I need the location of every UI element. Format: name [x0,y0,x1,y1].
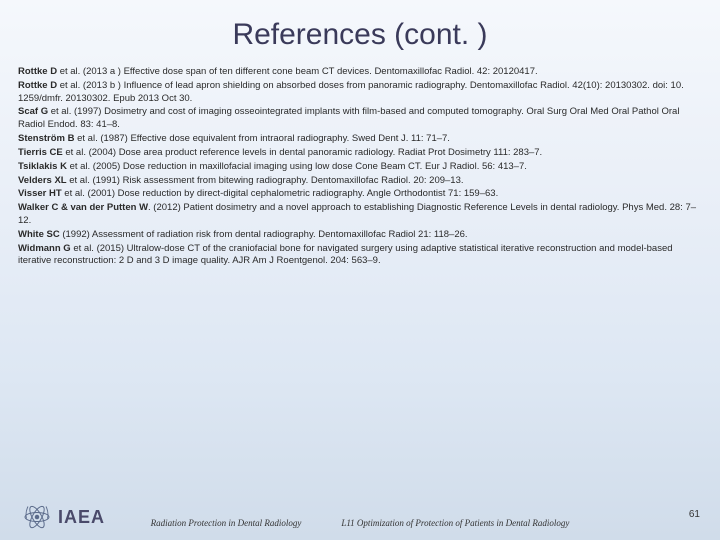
reference-text: (1992) Assessment of radiation risk from… [60,229,468,240]
reference-text: et al. (2015) Ultralow-dose CT of the cr… [18,243,673,267]
reference-text: et al. (2013 a ) Effective dose span of … [57,66,538,77]
reference-text: et al. (2005) Dose reduction in maxillof… [67,161,527,172]
references-block: Rottke D et al. (2013 a ) Effective dose… [0,66,720,268]
reference-author: Velders XL [18,175,67,186]
reference-author: Visser HT [18,188,62,199]
page-number: 61 [689,509,700,520]
reference-text: et al. (2013 b ) Influence of lead apron… [18,80,684,104]
reference-text: et al. (1991) Risk assessment from bitew… [67,175,464,186]
footer-left-text: Radiation Protection in Dental Radiology [151,518,302,528]
reference-entry: Tierris CE et al. (2004) Dose area produ… [18,147,702,160]
footer: IAEA Radiation Protection in Dental Radi… [0,492,720,540]
reference-author: Walker C & van der Putten W [18,202,148,213]
reference-entry: Velders XL et al. (1991) Risk assessment… [18,175,702,188]
reference-entry: White SC (1992) Assessment of radiation … [18,229,702,242]
footer-captions: Radiation Protection in Dental Radiology… [0,518,720,528]
reference-author: Stenström B [18,133,74,144]
reference-text: et al. (1997) Dosimetry and cost of imag… [18,106,679,130]
reference-entry: Scaf G et al. (1997) Dosimetry and cost … [18,106,702,132]
reference-text: et al. (1987) Effective dose equivalent … [74,133,449,144]
slide-title: References (cont. ) [0,0,720,66]
reference-author: Widmann G [18,243,71,254]
reference-author: White SC [18,229,60,240]
reference-author: Tsiklakis K [18,161,67,172]
reference-entry: Rottke D et al. (2013 a ) Effective dose… [18,66,702,79]
reference-author: Rottke D [18,66,57,77]
reference-author: Tierris CE [18,147,63,158]
reference-text: et al. (2004) Dose area product referenc… [63,147,542,158]
reference-entry: Walker C & van der Putten W. (2012) Pati… [18,202,702,228]
reference-text: et al. (2001) Dose reduction by direct-d… [62,188,499,199]
reference-author: Scaf G [18,106,48,117]
reference-author: Rottke D [18,80,57,91]
reference-entry: Rottke D et al. (2013 b ) Influence of l… [18,80,702,106]
reference-entry: Widmann G et al. (2015) Ultralow-dose CT… [18,243,702,269]
reference-entry: Visser HT et al. (2001) Dose reduction b… [18,188,702,201]
reference-entry: Stenström B et al. (1987) Effective dose… [18,133,702,146]
footer-right-text: L11 Optimization of Protection of Patien… [341,518,569,528]
reference-entry: Tsiklakis K et al. (2005) Dose reduction… [18,161,702,174]
